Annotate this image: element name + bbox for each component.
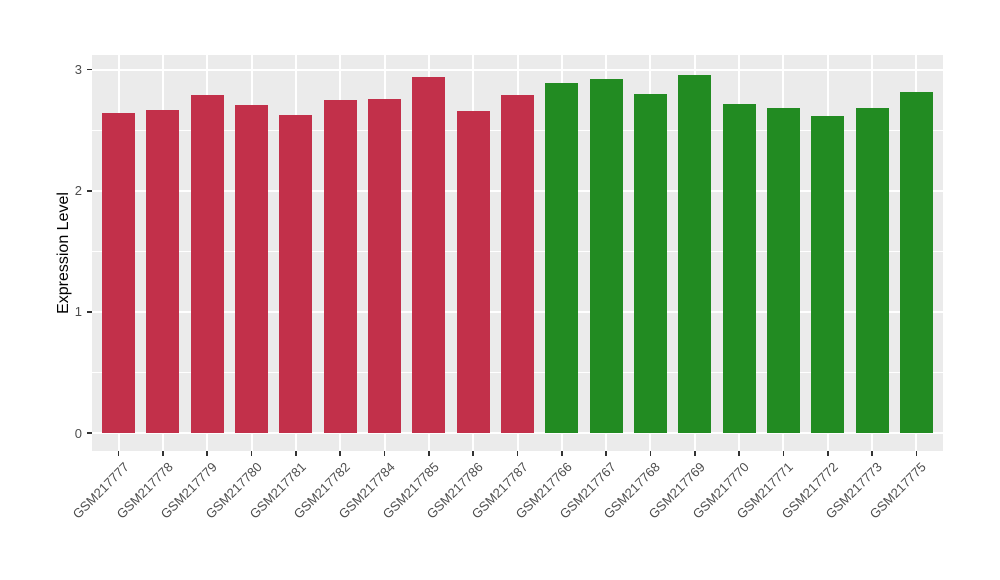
- bar-GSM217769: [678, 74, 712, 433]
- y-tick-mark: [87, 432, 92, 434]
- x-tick-mark: [250, 451, 253, 456]
- x-tick-mark: [383, 451, 386, 456]
- bar-GSM217779: [190, 95, 224, 433]
- bar-GSM217777: [102, 113, 136, 433]
- gridline-major: [92, 68, 943, 71]
- x-tick-mark: [561, 451, 563, 456]
- y-tick-mark: [87, 68, 92, 71]
- y-tick-mark: [87, 311, 92, 313]
- x-tick-mark: [428, 451, 430, 456]
- gridline-major: [92, 432, 943, 434]
- y-tick-mark: [87, 190, 92, 192]
- bar-GSM217786: [456, 110, 490, 433]
- bar-GSM217772: [811, 115, 845, 433]
- x-tick-mark: [782, 451, 785, 456]
- y-tick-label: 0: [74, 425, 82, 441]
- plot-panel: [92, 55, 943, 451]
- x-tick-mark: [738, 451, 740, 456]
- bar-GSM217781: [279, 114, 313, 433]
- x-tick-mark: [694, 451, 696, 456]
- bar-GSM217771: [766, 108, 800, 433]
- x-tick-mark: [827, 451, 829, 456]
- bar-GSM217780: [235, 104, 269, 433]
- x-tick-mark: [472, 451, 474, 456]
- bar-GSM217770: [722, 103, 756, 433]
- y-tick-label: 1: [74, 304, 82, 320]
- x-tick-mark: [117, 451, 120, 456]
- x-tick-mark: [915, 451, 918, 456]
- bar-GSM217766: [545, 83, 579, 433]
- bar-GSM217778: [146, 109, 180, 433]
- y-axis-title: Expression Level: [55, 192, 72, 314]
- bar-GSM217773: [855, 108, 889, 433]
- y-tick-label: 2: [74, 183, 82, 199]
- x-tick-mark: [295, 451, 297, 456]
- x-tick-mark: [516, 451, 519, 456]
- bar-GSM217768: [633, 93, 667, 433]
- y-tick-label: 3: [74, 62, 82, 78]
- x-tick-mark: [871, 451, 873, 456]
- bar-GSM217767: [589, 79, 623, 433]
- x-tick-mark: [649, 451, 652, 456]
- bar-GSM217787: [501, 95, 534, 433]
- x-tick-mark: [339, 451, 341, 456]
- bar-GSM217785: [412, 76, 446, 433]
- x-tick-mark: [162, 451, 164, 456]
- x-tick-mark: [605, 451, 607, 456]
- bar-GSM217784: [368, 98, 402, 433]
- x-tick-mark: [206, 451, 208, 456]
- bar-GSM217782: [323, 99, 357, 433]
- bar-GSM217775: [899, 91, 933, 433]
